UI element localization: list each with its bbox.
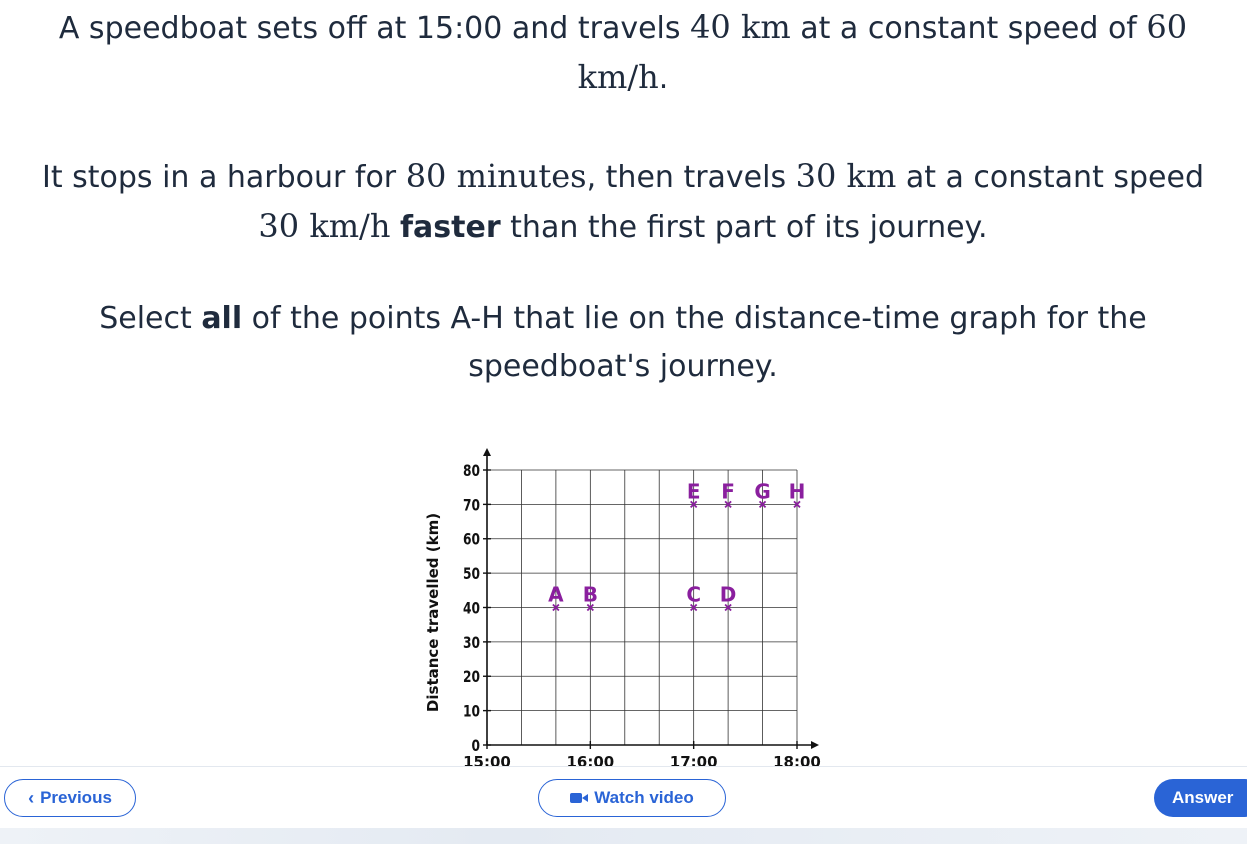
text-segment: It stops in a harbour for xyxy=(41,160,406,195)
y-axis-arrow-icon xyxy=(483,448,491,456)
point-label: G xyxy=(754,479,770,503)
x-axis-arrow-icon xyxy=(811,741,819,749)
text-segment: at a constant speed of xyxy=(790,11,1147,46)
bold-faster: faster xyxy=(399,210,501,245)
y-tick-label: 70 xyxy=(463,496,480,514)
watch-video-button[interactable]: Watch video xyxy=(538,779,726,817)
text-segment: at a constant speed xyxy=(896,160,1205,195)
question-paragraph-1: A speedboat sets off at 15:00 and travel… xyxy=(18,3,1228,103)
answer-button[interactable]: Answer xyxy=(1154,779,1247,817)
math-distance-2: 30 km xyxy=(795,157,897,195)
math-speed-increase: 30 km/h xyxy=(258,207,391,245)
previous-button[interactable]: ‹ Previous xyxy=(4,779,136,817)
text-segment: than the first part of its journey. xyxy=(500,210,988,245)
math-stop-duration: 80 minutes xyxy=(405,157,587,195)
math-distance-1: 40 km xyxy=(690,8,791,46)
point-marker xyxy=(552,603,560,612)
y-axis-label: Distance travelled (km) xyxy=(424,513,442,712)
point-label: H xyxy=(789,479,806,503)
y-tick-label: 0 xyxy=(471,737,480,755)
x-tick-label: 15:00 xyxy=(463,753,511,770)
y-tick-label: 60 xyxy=(463,531,480,549)
text-segment: , then travels xyxy=(586,160,796,195)
y-tick-label: 10 xyxy=(463,703,480,721)
y-tick-label: 20 xyxy=(463,668,480,686)
text-segment: A speedboat sets off at 15:00 and travel… xyxy=(58,11,691,46)
point-label: C xyxy=(686,583,701,607)
point-marker xyxy=(724,603,732,612)
x-tick-label: 18:00 xyxy=(773,753,821,770)
point-label: D xyxy=(720,583,737,607)
point-marker xyxy=(690,603,698,612)
bold-all: all xyxy=(201,301,243,336)
point-label: B xyxy=(583,583,598,607)
x-tick-label: 16:00 xyxy=(566,753,614,770)
point-label: E xyxy=(687,479,701,503)
y-tick-label: 30 xyxy=(463,634,480,652)
y-tick-label: 80 xyxy=(463,462,480,480)
y-tick-label: 40 xyxy=(463,599,480,617)
question-paragraph-3: Select all of the points A-H that lie on… xyxy=(18,295,1228,391)
point-marker xyxy=(758,500,767,509)
watch-video-label: Watch video xyxy=(594,788,694,807)
point-marker xyxy=(586,603,594,612)
point-marker xyxy=(690,500,698,509)
math-speed-1: 60 km/h xyxy=(577,8,1188,96)
y-tick-label: 50 xyxy=(463,565,480,583)
previous-label: Previous xyxy=(40,788,112,807)
text-segment: of the points A-H that lie on the distan… xyxy=(242,301,1147,384)
distance-time-graph: 0 10 20 30 40 50 60 70 80 15:00 16:00 17:00 18:00 Dis… xyxy=(420,440,840,770)
point-marker xyxy=(724,500,732,509)
chevron-left-icon: ‹ xyxy=(28,788,35,808)
point-label: A xyxy=(548,583,564,607)
point-marker xyxy=(793,500,801,509)
answer-label: Answer xyxy=(1172,788,1234,807)
footer-strip xyxy=(0,828,1247,844)
x-tick-label: 17:00 xyxy=(670,753,718,770)
point-label: F xyxy=(721,479,735,503)
text-segment: . xyxy=(658,61,669,96)
footer-bar: ‹ Previous Watch video Answer xyxy=(0,766,1247,844)
question-paragraph-2: It stops in a harbour for 80 minutes, th… xyxy=(18,152,1228,252)
video-camera-icon xyxy=(570,793,589,803)
text-segment: Select xyxy=(99,301,202,336)
chart-svg: 0 10 20 30 40 50 60 70 80 15:00 16:00 17:00 18:00 Dis… xyxy=(424,448,821,770)
